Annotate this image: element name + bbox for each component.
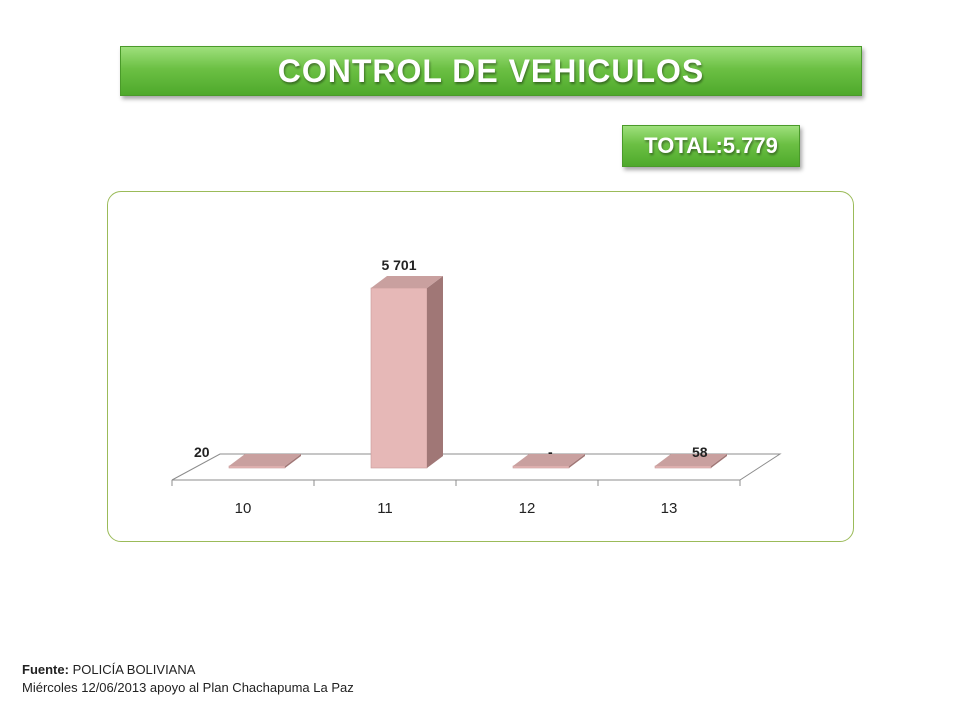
chart-frame xyxy=(107,191,854,542)
bar-front xyxy=(512,465,570,469)
data-label: 5 701 xyxy=(381,257,416,273)
x-tick-label: 12 xyxy=(519,500,536,517)
total-badge: TOTAL:5.779 xyxy=(622,125,800,167)
bar-front xyxy=(370,287,428,469)
bar-side xyxy=(427,276,443,468)
title-banner: CONTROL DE VEHICULOS xyxy=(120,46,862,96)
x-tick-label: 13 xyxy=(661,500,678,517)
bar-front xyxy=(228,465,286,469)
total-label: TOTAL:5.779 xyxy=(644,133,778,158)
bar-top xyxy=(229,454,301,466)
page-title: CONTROL DE VEHICULOS xyxy=(277,52,705,89)
bar-top xyxy=(371,276,443,288)
bar-top xyxy=(513,454,585,466)
data-label: 58 xyxy=(692,444,708,460)
x-tick-label: 11 xyxy=(377,500,393,517)
data-label: - xyxy=(548,444,553,460)
source-value: POLICÍA BOLIVIANA xyxy=(72,662,196,677)
data-label: 20 xyxy=(194,444,210,460)
bar-front xyxy=(654,465,712,469)
bar-side xyxy=(569,454,585,468)
x-tick-label: 10 xyxy=(235,500,252,517)
footer-note: Miércoles 12/06/2013 apoyo al Plan Chach… xyxy=(22,680,354,695)
bar-top xyxy=(655,454,727,466)
source-line: Fuente: POLICÍA BOLIVIANA xyxy=(22,661,354,679)
source-label: Fuente: xyxy=(22,662,69,677)
bar-side xyxy=(285,454,301,468)
bar-side xyxy=(711,454,727,468)
footer: Fuente: POLICÍA BOLIVIANA Miércoles 12/0… xyxy=(22,661,354,697)
